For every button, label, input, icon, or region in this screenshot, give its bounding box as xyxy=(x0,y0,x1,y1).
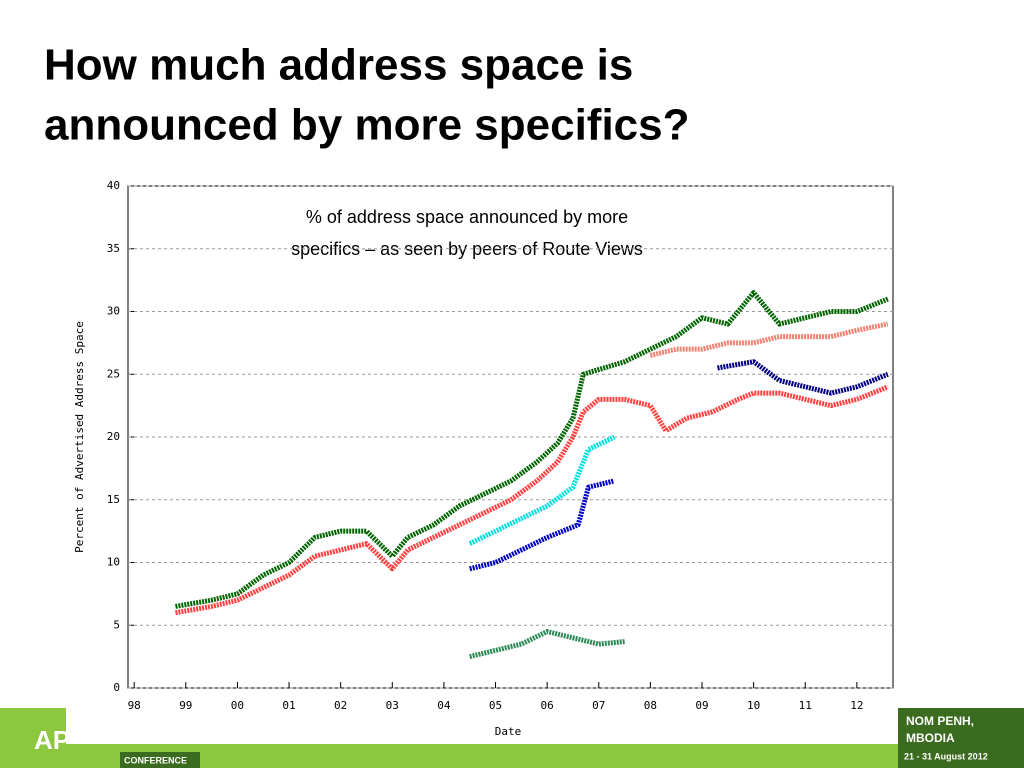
series-line xyxy=(717,359,889,396)
y-tick-label: 30 xyxy=(107,305,120,318)
series-line xyxy=(469,629,625,660)
y-tick-label: 15 xyxy=(107,493,120,506)
x-tick-label: 06 xyxy=(541,699,554,712)
y-tick-label: 35 xyxy=(107,242,120,255)
x-axis-label: Date xyxy=(495,725,522,738)
x-tick-label: 05 xyxy=(489,699,502,712)
annotation: % of address space announced by more xyxy=(306,207,628,227)
logo: AP xyxy=(34,725,70,755)
city-box xyxy=(898,708,1024,768)
x-tick-label: 00 xyxy=(231,699,244,712)
country: MBODIA xyxy=(906,731,955,745)
x-tick-label: 10 xyxy=(747,699,760,712)
logo-band xyxy=(120,752,200,768)
series-line xyxy=(649,321,889,358)
chart-background xyxy=(66,708,918,744)
y-tick-label: 5 xyxy=(113,618,120,631)
series-line xyxy=(469,478,615,572)
y-tick-label: 10 xyxy=(107,556,120,569)
series-line xyxy=(468,434,616,546)
y-tick-label: 20 xyxy=(107,430,120,443)
x-tick-label: 09 xyxy=(695,699,708,712)
x-tick-label: 03 xyxy=(386,699,399,712)
y-tick-label: 0 xyxy=(113,681,120,694)
x-tick-label: 08 xyxy=(644,699,657,712)
x-tick-label: 11 xyxy=(799,699,812,712)
y-tick-label: 40 xyxy=(107,179,120,192)
x-tick-label: 07 xyxy=(592,699,605,712)
slide-title-2: announced by more specifics? xyxy=(44,101,690,150)
y-tick-label: 25 xyxy=(107,367,120,380)
city: NOM PENH, xyxy=(906,714,974,728)
x-tick-label: 12 xyxy=(850,699,863,712)
x-tick-label: 04 xyxy=(437,699,451,712)
y-axis-label: Percent of Advertised Address Space xyxy=(73,321,86,553)
x-tick-label: 99 xyxy=(179,699,192,712)
slide-title-1: How much address space is xyxy=(44,41,633,90)
series-line xyxy=(175,290,889,609)
dates: 21 - 31 August 2012 xyxy=(904,751,988,761)
x-tick-label: 98 xyxy=(128,699,141,712)
conference: CONFERENCE xyxy=(124,755,187,765)
x-tick-label: 02 xyxy=(334,699,347,712)
x-tick-label: 01 xyxy=(282,699,295,712)
